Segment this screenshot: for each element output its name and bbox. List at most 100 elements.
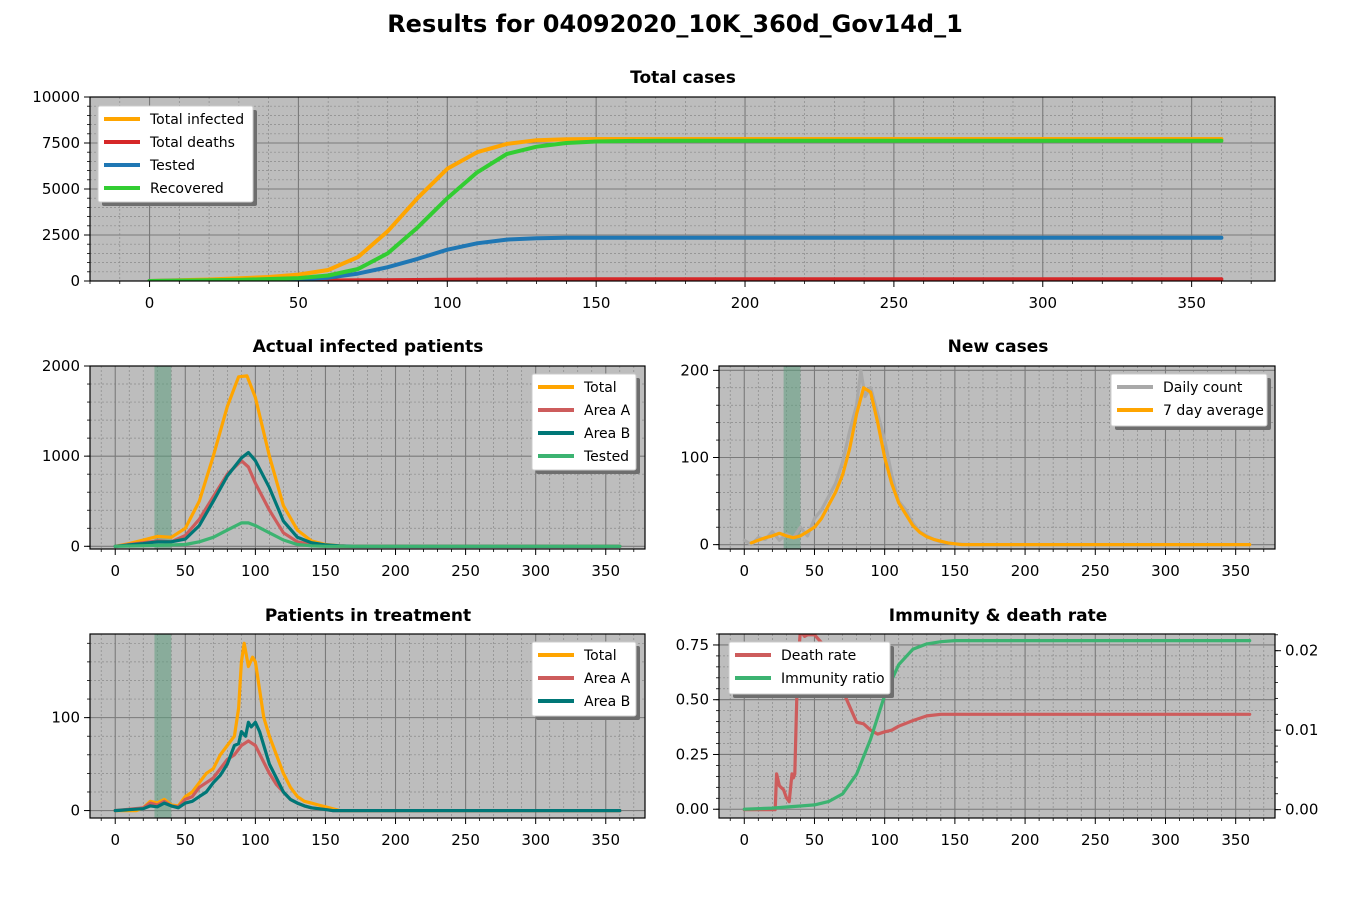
series-line-tested [113,521,622,548]
x-tick-label: 250 [1081,831,1110,849]
series-line-area-b [113,720,622,813]
y-tick-label: 10000 [32,88,80,106]
x-tick-label: 100 [241,562,270,580]
legend-label-tested: Tested [149,158,195,174]
new-series-lines [742,368,1252,547]
series-line-immunity-ratio [742,638,1252,811]
x-tick-label: 350 [1221,831,1250,849]
treatment-title: Patients in treatment [265,606,471,626]
y-tick-label: 100 [680,449,709,467]
legend-label-area-a: Area A [584,671,631,687]
x-tick-label: 0 [110,831,120,849]
treatment-x-axis: 0 50 100 150 200 250 300 350 [100,818,635,849]
legend-label-recovered: Recovered [150,181,224,197]
x-tick-label: 350 [1177,294,1206,312]
y-tick-label: 0.75 [676,636,709,654]
x-tick-label: 150 [941,831,970,849]
y-tick-label: 0 [70,272,80,290]
legend-label-area-b: Area B [584,694,630,710]
x-tick-label: 50 [805,562,824,580]
actual-series-lines [113,374,622,548]
immunity-minor-grid [719,634,1275,818]
new-x-axis: 0 50 100 150 200 250 300 350 [729,549,1265,580]
y-tick-label: 0.00 [676,800,709,818]
actual-y-axis: 0 1000 2000 [42,357,90,555]
y-tick-label: 2000 [42,357,80,375]
legend-label-immunity-ratio: Immunity ratio [781,671,885,687]
series-line-7-day-average [749,386,1252,547]
x-tick-label: 0 [145,294,155,312]
actual-shaded-span [154,366,172,549]
y-tick-label: 2500 [42,226,80,244]
new-cases-axes: New cases 0 50 100 150 200 250 300 350 0 100 200 Da… [680,337,1276,580]
x-tick-label: 100 [870,831,899,849]
y-tick-label: 200 [680,361,709,379]
figure-title: Results for 04092020_10K_360d_Gov14d_1 [387,10,963,38]
immunity-plot [718,633,1276,819]
total-cases-axes: Total cases 0 50 100 150 200 250 300 350 0 2500 50… [32,68,1276,312]
total-plot [89,96,1276,282]
x-tick-label: 250 [451,562,480,580]
legend-label-tested: Tested [583,449,629,465]
y-tick-label: 100 [51,709,80,727]
x-tick-label: 150 [941,562,970,580]
immunity-x-axis: 0 50 100 150 200 250 300 350 [729,818,1265,849]
y-tick-label: 0 [699,536,709,554]
treatment-shaded-span [154,634,172,818]
legend-label-death-rate: Death rate [781,648,856,664]
immunity-y-axis: 0.00 0.25 0.50 0.75 [676,633,719,818]
y-tick-label: 0.25 [676,745,709,763]
legend-box [531,641,637,717]
series-line-recovered [147,138,1224,281]
x-tick-label: 250 [880,294,909,312]
x-tick-label: 100 [870,562,899,580]
x-tick-label: 250 [1081,562,1110,580]
x-tick-label: 100 [433,294,462,312]
total-cases-title: Total cases [630,68,736,88]
treatment-series-lines [113,641,622,813]
x-tick-label: 50 [289,294,308,312]
y-tick-label: 1000 [42,447,80,465]
total-y-axis: 0 2500 5000 7500 10000 [32,88,90,290]
x-tick-label: 200 [1011,831,1040,849]
x-tick-label: 50 [176,831,195,849]
treatment-minor-grid [90,634,645,818]
x-tick-label: 300 [521,831,550,849]
legend-label-total: Total [583,648,617,664]
y-tick-label: 0 [70,802,80,820]
x-tick-label: 350 [591,831,620,849]
new-legend: Daily count 7 day average [1110,373,1271,430]
series-line-total-infected [147,137,1224,281]
x-tick-label: 150 [582,294,611,312]
x-tick-label: 150 [311,562,340,580]
y-tick-label: 7500 [42,134,80,152]
x-tick-label: 0 [110,562,120,580]
treatment-legend: Total Area A Area B [531,641,640,720]
x-tick-label: 0 [739,562,749,580]
actual-infected-axes: Actual infected patients 0 50 100 150 200 250… [42,337,646,580]
actual-legend: Total Area A Area B Tested [531,373,640,474]
x-tick-label: 0 [739,831,749,849]
actual-infected-title: Actual infected patients [253,337,484,357]
treatment-y-axis: 0 100 [51,642,90,820]
new-shaded-span [783,366,801,549]
y-right-tick-label: 0.02 [1285,642,1318,660]
legend-label-area-b: Area B [584,426,630,442]
x-tick-label: 200 [1011,562,1040,580]
x-tick-label: 200 [381,562,410,580]
y-tick-label: 5000 [42,180,80,198]
immunity-title: Immunity & death rate [889,606,1108,626]
x-tick-label: 350 [1221,562,1250,580]
legend-label-total-infected: Total infected [149,112,244,128]
legend-box [97,105,254,203]
immunity-legend: Death rate Immunity ratio [728,641,894,698]
legend-label-total: Total [583,380,617,396]
y-right-tick-label: 0.00 [1285,801,1318,819]
treatment-axes: Patients in treatment 0 50 100 150 200 250 300… [51,606,646,849]
legend-label-daily-count: Daily count [1163,380,1243,396]
y-right-tick-label: 0.01 [1285,721,1318,739]
new-y-axis: 0 100 200 [680,361,719,554]
x-tick-label: 50 [176,562,195,580]
y-tick-label: 0 [70,537,80,555]
